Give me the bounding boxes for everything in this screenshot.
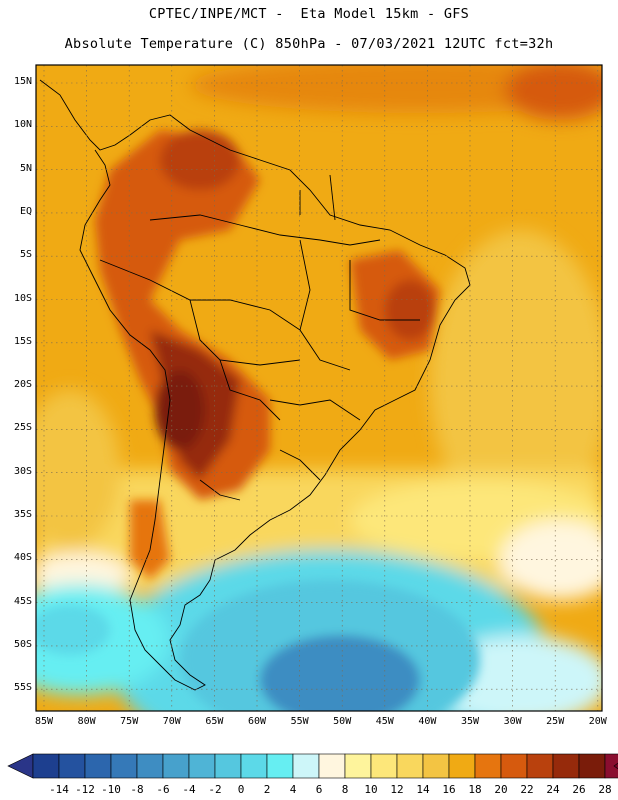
lon-label: 85W (34, 716, 54, 727)
colorbar-tick-label: 0 (237, 783, 245, 796)
lat-label: EQ (19, 205, 32, 217)
lon-label: 45W (375, 716, 394, 727)
colorbar-bin (396, 753, 424, 779)
map-frame (35, 64, 603, 712)
colorbar-tick-label: 6 (315, 783, 323, 796)
colorbar-tick-label: 28 (598, 783, 612, 796)
colorbar-bin (448, 753, 476, 779)
colorbar-tick-label: 14 (416, 783, 430, 796)
colorbar-tick-label: 26 (572, 783, 586, 796)
colorbar-tick-label: 16 (442, 783, 456, 796)
colorbar-bin (526, 753, 554, 779)
lon-label: 65W (205, 716, 224, 727)
colorbar-bin (292, 753, 320, 779)
lat-label: 40S (13, 552, 32, 564)
colorbar-tick-label: 20 (494, 783, 508, 796)
map-title-line1: CPTEC/INPE/MCT - Eta Model 15km - GFS (148, 6, 470, 22)
lat-label: 15N (13, 76, 32, 87)
colorbar-tick-label: 24 (546, 783, 560, 796)
lon-label: 60W (247, 716, 267, 727)
lat-label: 15S (13, 335, 32, 347)
lat-label: 50S (13, 638, 32, 650)
lat-label: 55S (13, 682, 32, 694)
lat-label: 5N (19, 162, 32, 174)
colorbar-bin (162, 753, 190, 779)
colorbar-bin (552, 753, 580, 779)
colorbar-bin (370, 753, 398, 779)
colorbar-bin (32, 753, 60, 779)
colorbar-tick-label: 10 (364, 783, 378, 796)
colorbar-bin (474, 753, 502, 779)
colorbar-bin (58, 753, 86, 779)
colorbar (7, 753, 618, 779)
colorbar-tick-label: -4 (182, 783, 196, 796)
colorbar-tick-label: -10 (101, 783, 121, 796)
coastlines (39, 79, 471, 691)
colorbar-bin (578, 753, 606, 779)
colorbar-bin (240, 753, 268, 779)
colorbar-bin (422, 753, 450, 779)
colorbar-bin (318, 753, 346, 779)
lon-label: 35W (460, 716, 480, 727)
colorbar-tick-label: 22 (520, 783, 534, 796)
colorbar-bin (266, 753, 294, 779)
lon-label: 25W (546, 716, 565, 727)
lat-label: 25S (13, 422, 32, 434)
lon-label: 20W (588, 716, 607, 727)
temperature-field (36, 65, 602, 711)
lon-label: 40W (418, 716, 437, 727)
lon-label: 70W (162, 716, 181, 727)
colorbar-low-arrow (7, 753, 34, 779)
colorbar-bin (500, 753, 528, 779)
colorbar-tick-label: -2 (208, 783, 222, 796)
colorbar-high-arrow (613, 762, 618, 770)
colorbar-bin (214, 753, 242, 779)
colorbar-bin (110, 753, 138, 779)
lat-label: 10N (13, 119, 32, 131)
colorbar-tick-label: -8 (130, 783, 144, 796)
lat-label: 10S (13, 292, 32, 304)
lat-label: 20S (13, 379, 32, 391)
colorbar-tick-label: 18 (468, 783, 482, 796)
map-title-line2: Absolute Temperature (C) 850hPa - 07/03/… (64, 36, 554, 52)
colorbar-tick-label: -14 (49, 783, 69, 796)
lat-label: 30S (13, 465, 32, 477)
colorbar-tick-label: 4 (289, 783, 297, 796)
lat-label: 45S (13, 595, 32, 607)
lon-label: 50W (333, 716, 352, 727)
lat-label: 5S (19, 249, 32, 261)
colorbar-tick-label: -6 (156, 783, 170, 796)
colorbar-tick-label: 2 (263, 783, 271, 796)
lon-label: 30W (503, 716, 522, 727)
colorbar-bin (604, 753, 618, 779)
colorbar-tick-label: 12 (390, 783, 404, 796)
colorbar-tick-label: 8 (341, 783, 349, 796)
lon-label: 75W (120, 716, 139, 727)
colorbar-bin (84, 753, 112, 779)
colorbar-bin (136, 753, 164, 779)
colorbar-bin (344, 753, 372, 779)
lon-label: 55W (290, 716, 309, 727)
lon-label: 80W (77, 716, 96, 727)
colorbar-tick-label: -12 (75, 783, 95, 796)
colorbar-bin (188, 753, 216, 779)
lat-label: 35S (13, 509, 32, 520)
